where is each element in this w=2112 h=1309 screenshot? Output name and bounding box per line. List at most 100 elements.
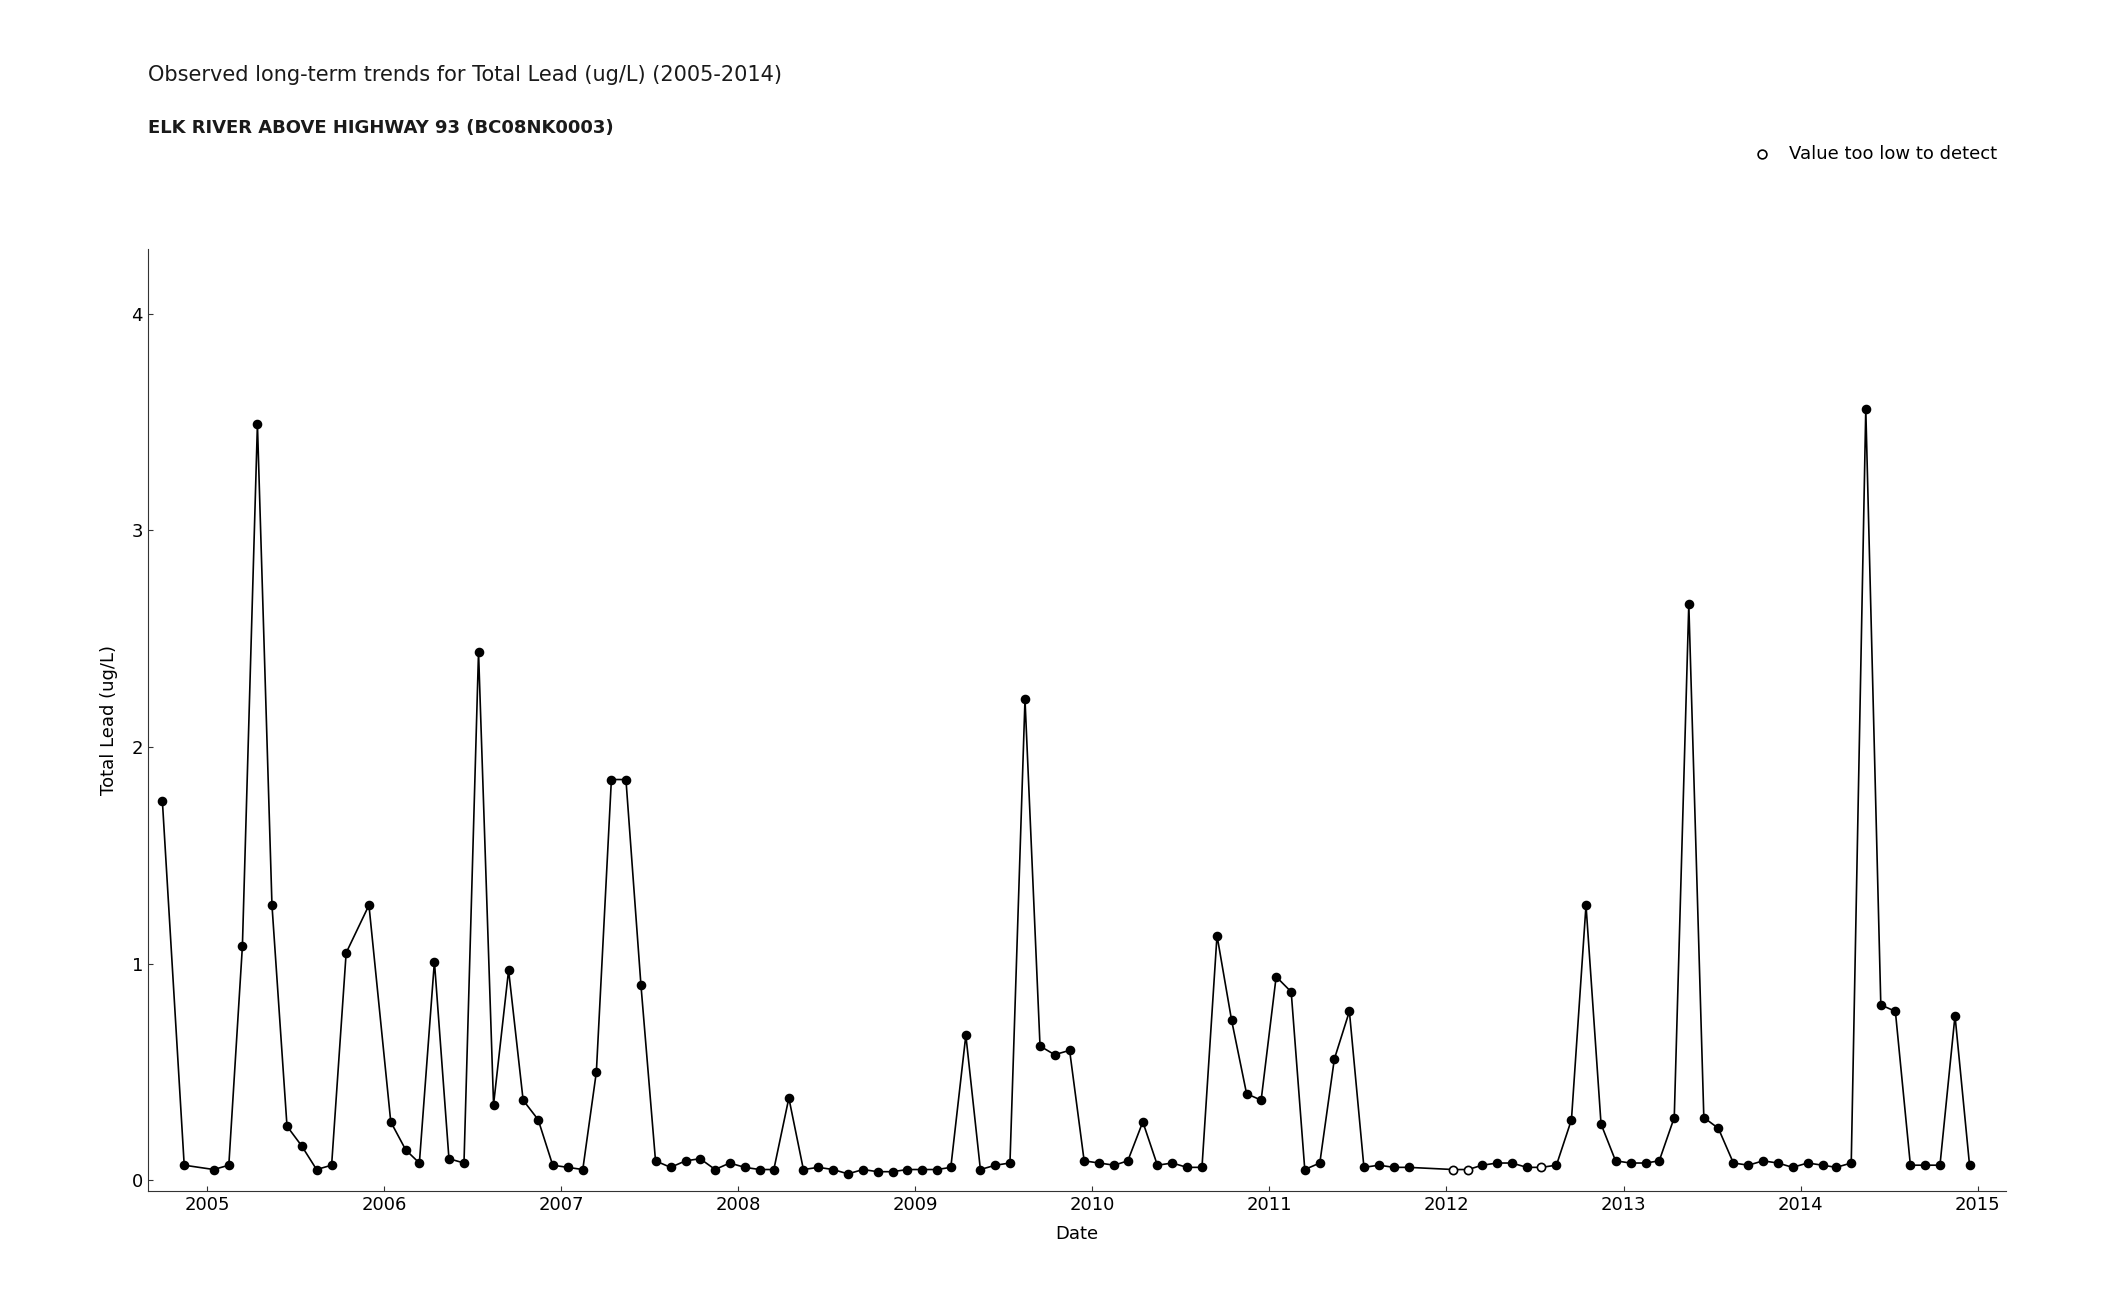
Point (433, 1148, 467, 1169)
Point (862, 1161, 895, 1182)
Point (670, 1151, 703, 1172)
Point (492, 959, 526, 980)
Point (536, 1155, 570, 1175)
Point (1540, 1155, 1573, 1175)
Point (1126, 1111, 1159, 1132)
Point (1954, 1155, 1987, 1175)
Point (196, 1158, 230, 1179)
Point (993, 1152, 1026, 1173)
Point (1229, 1084, 1263, 1105)
Point (1924, 1155, 1958, 1175)
Point (1347, 1157, 1381, 1178)
Point (1643, 1151, 1677, 1172)
Point (1451, 1158, 1485, 1179)
Point (1214, 1009, 1248, 1030)
Point (1865, 995, 1899, 1016)
Point (1392, 1157, 1426, 1178)
Point (1687, 1107, 1721, 1128)
Point (1791, 1152, 1825, 1173)
Point (146, 791, 180, 812)
Point (1155, 1152, 1189, 1173)
Point (1022, 1035, 1056, 1056)
Text: ELK RIVER ABOVE HIGHWAY 93 (BC08NK0003): ELK RIVER ABOVE HIGHWAY 93 (BC08NK0003) (148, 119, 612, 137)
Point (1037, 1045, 1071, 1066)
Point (1185, 1157, 1219, 1178)
Point (1052, 1039, 1086, 1060)
Point (389, 1140, 422, 1161)
Point (329, 942, 363, 963)
Point (1658, 1107, 1692, 1128)
Point (1909, 1155, 1943, 1175)
Point (522, 1109, 555, 1130)
Point (374, 1111, 408, 1132)
Point (1170, 1157, 1204, 1178)
Point (1835, 1152, 1869, 1173)
Point (682, 1148, 716, 1169)
Point (1244, 1089, 1278, 1110)
Point (403, 1152, 437, 1173)
Point (1818, 1157, 1852, 1178)
Point (1362, 1155, 1396, 1175)
Point (1510, 1157, 1544, 1178)
Point (1894, 1155, 1928, 1175)
Point (978, 1155, 1012, 1175)
Point (1584, 1114, 1618, 1135)
Point (315, 1155, 348, 1175)
Point (832, 1164, 866, 1185)
Point (743, 1158, 777, 1179)
Point (1717, 1152, 1751, 1173)
Point (300, 1158, 334, 1179)
Point (593, 770, 627, 791)
Point (1200, 925, 1233, 946)
Point (167, 1155, 201, 1175)
Point (1702, 1118, 1736, 1139)
Point (847, 1158, 881, 1179)
Point (1806, 1155, 1840, 1175)
Point (1067, 1151, 1100, 1172)
Point (1377, 1157, 1411, 1178)
Point (1761, 1152, 1795, 1173)
Point (418, 952, 452, 973)
Point (786, 1158, 819, 1179)
Point (1318, 1049, 1352, 1069)
Point (241, 414, 275, 435)
Point (256, 895, 289, 916)
Point (1939, 1005, 1973, 1026)
Point (1732, 1155, 1766, 1175)
Point (876, 1161, 910, 1182)
Point (1081, 1152, 1115, 1173)
Point (1333, 1001, 1366, 1022)
Point (1673, 593, 1706, 614)
Point (934, 1157, 967, 1178)
Point (1098, 1155, 1132, 1175)
Point (803, 1157, 836, 1178)
Point (448, 1152, 482, 1173)
Y-axis label: Total Lead (ug/L): Total Lead (ug/L) (99, 645, 118, 795)
Point (773, 1088, 807, 1109)
Point (1569, 895, 1603, 916)
Point (551, 1157, 585, 1178)
Point (948, 1025, 982, 1046)
Point (714, 1152, 748, 1173)
Point (1495, 1152, 1529, 1173)
Point (507, 1089, 541, 1110)
Point (1776, 1157, 1810, 1178)
Point (1259, 966, 1293, 987)
Point (285, 1135, 319, 1156)
Point (1274, 982, 1307, 1003)
Point (608, 770, 642, 791)
Point (1466, 1155, 1500, 1175)
Point (729, 1157, 762, 1178)
Point (756, 1158, 790, 1179)
Point (226, 936, 260, 957)
Point (1628, 1152, 1662, 1173)
Point (623, 975, 657, 996)
Point (477, 1094, 511, 1115)
Point (699, 1158, 733, 1179)
Point (1614, 1152, 1647, 1173)
Point (891, 1158, 925, 1179)
X-axis label: Date: Date (1056, 1225, 1098, 1244)
Point (1747, 1151, 1780, 1172)
Point (1525, 1157, 1559, 1178)
Point (1288, 1158, 1322, 1179)
